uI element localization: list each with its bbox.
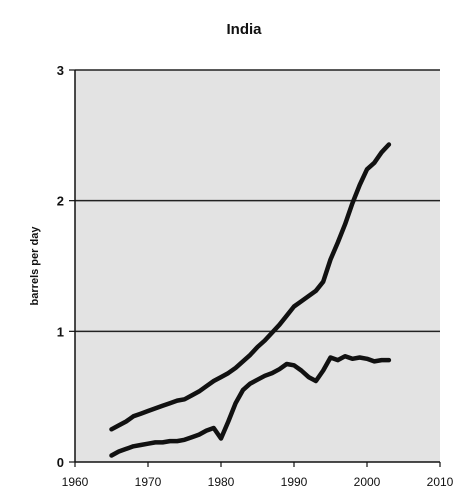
tick-labels: 0 1 2 3 1960 1970 1980 1990 2000 2010 <box>57 63 454 489</box>
grid-lines <box>75 69 440 333</box>
y-tick-label-1: 1 <box>57 324 64 339</box>
axes <box>74 70 440 463</box>
x-tick-label-2000: 2000 <box>354 475 381 489</box>
series-line-1 <box>109 142 392 432</box>
y-axis-label: barrels per day <box>29 226 41 306</box>
y-tick-label-0: 0 <box>57 455 64 470</box>
x-tick-label-1960: 1960 <box>62 475 89 489</box>
y-tick-label-3: 3 <box>57 63 64 78</box>
x-tick-label-1990: 1990 <box>281 475 308 489</box>
x-tick-label-2010: 2010 <box>427 475 454 489</box>
series-line-2 <box>109 353 392 458</box>
series-lines <box>109 142 392 458</box>
plot-area <box>75 70 440 462</box>
x-tick-label-1980: 1980 <box>208 475 235 489</box>
y-tick-label-2: 2 <box>57 194 64 209</box>
x-tick-label-1970: 1970 <box>135 475 162 489</box>
chart-title: India <box>226 21 262 38</box>
